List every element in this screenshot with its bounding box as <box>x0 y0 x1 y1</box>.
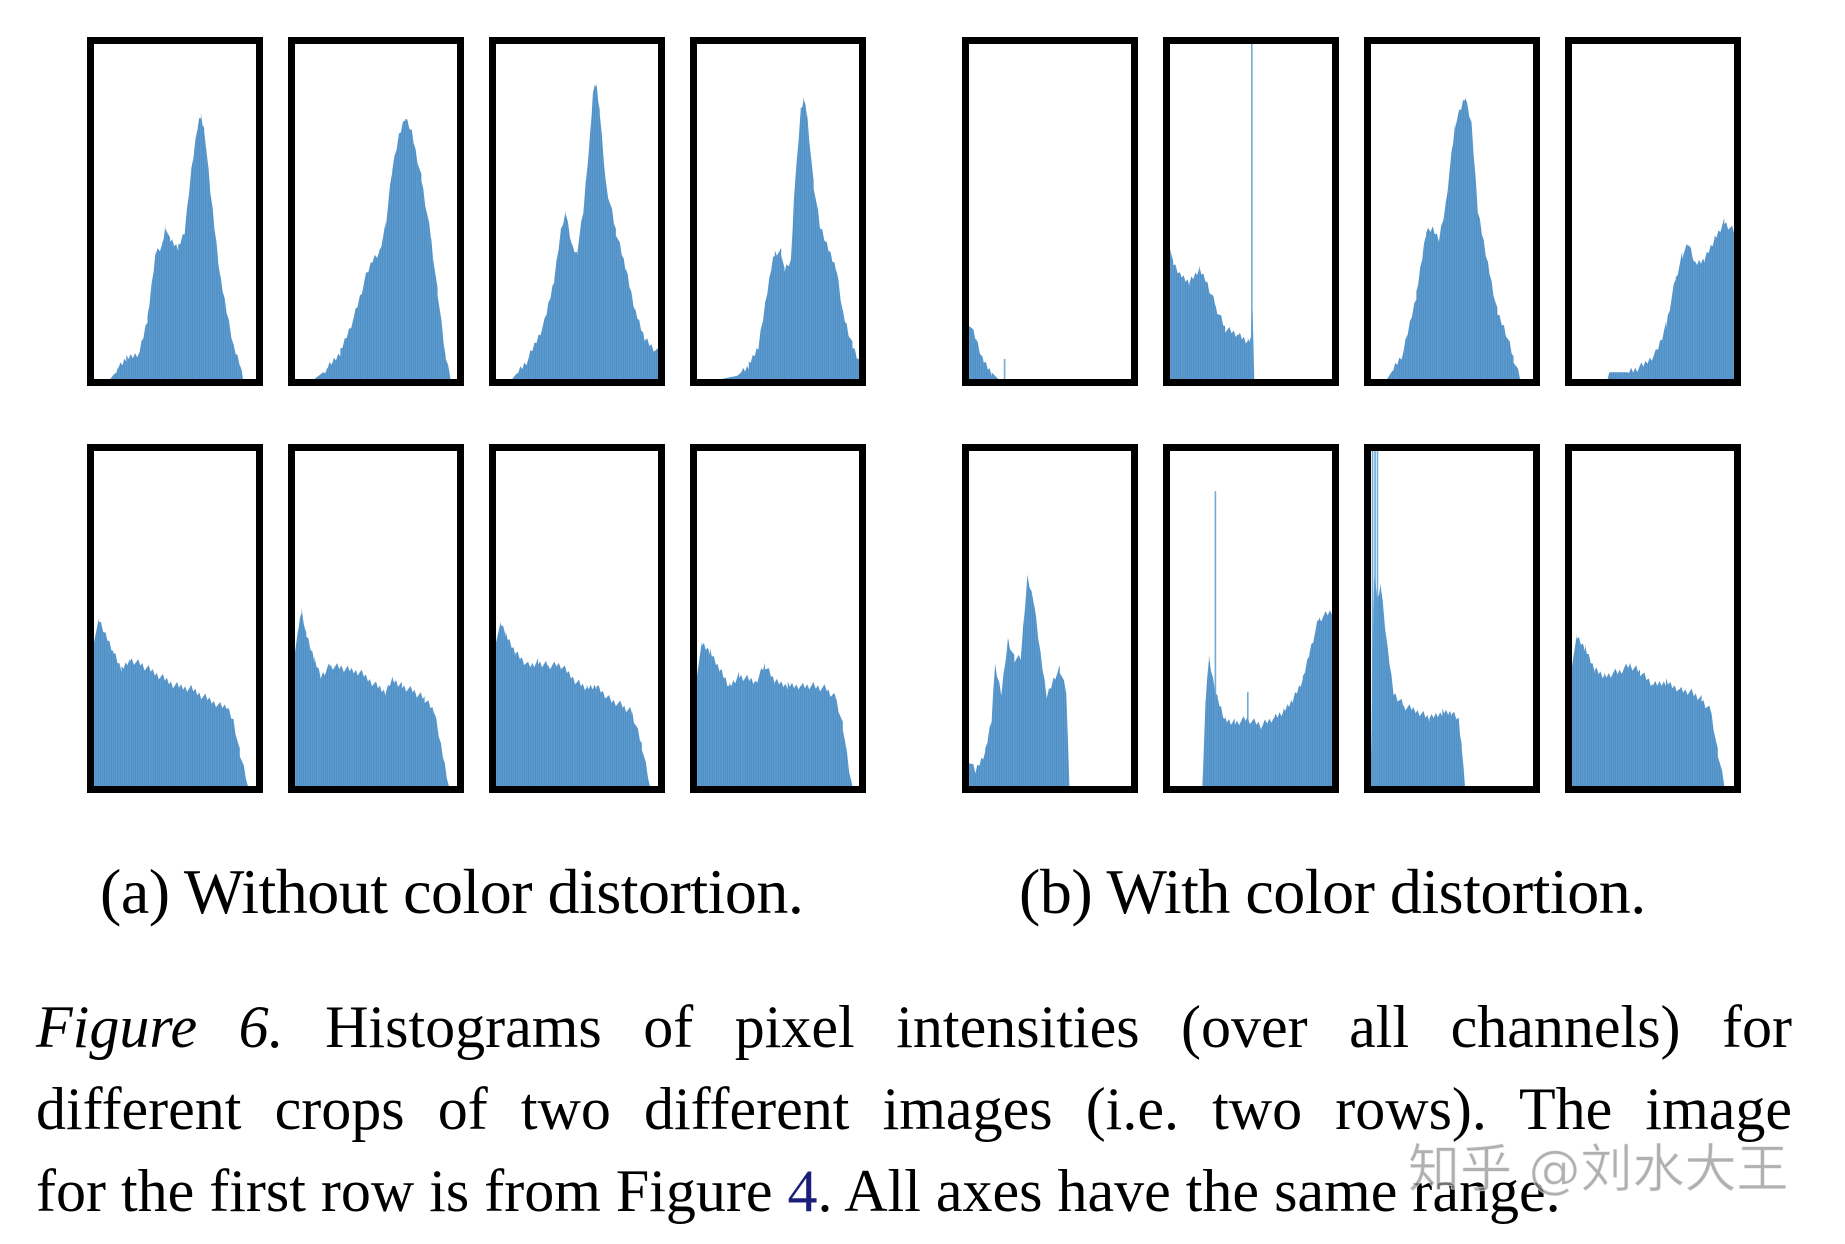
histogram-panel-b-r1c1 <box>962 37 1138 386</box>
histogram-bars <box>1170 249 1255 379</box>
histogram-spike <box>1374 451 1376 786</box>
histogram-bars <box>496 621 650 786</box>
histogram-panel-b-r2c3 <box>1364 444 1540 793</box>
histogram-panel-a-r2c1 <box>87 444 263 793</box>
histogram-spike <box>1376 451 1379 786</box>
caption-line-3: for the first row is from Figure 4. All … <box>36 1150 1792 1232</box>
histogram-panel-b-r2c1 <box>962 444 1138 793</box>
histogram-bars <box>94 617 248 786</box>
figure-reference-link[interactable]: 4 <box>787 1158 818 1224</box>
histogram-bars <box>721 96 859 379</box>
histogram-spike <box>1371 451 1374 786</box>
histogram-panel-a-r1c2 <box>288 37 464 386</box>
histogram-panel-a-r2c2 <box>288 444 464 793</box>
histogram-panel-a-r2c4 <box>690 444 866 793</box>
subcaption-a: (a) Without color distortion. <box>100 856 804 927</box>
histogram-spike <box>1214 491 1217 786</box>
histogram-panel-b-r1c4 <box>1565 37 1741 386</box>
histogram-spike <box>1251 44 1253 379</box>
histogram-spike <box>1003 358 1006 379</box>
histogram-panel-b-r1c2 <box>1163 37 1339 386</box>
histogram-panel-b-r1c3 <box>1364 37 1540 386</box>
caption-line-3-rest: . All axes have the same range. <box>817 1158 1561 1224</box>
histogram-panel-b-r2c4 <box>1565 444 1741 793</box>
histogram-bars <box>314 119 451 379</box>
caption-line-1-text: Histograms of pixel intensities (over al… <box>283 994 1793 1060</box>
caption-line-1: Figure 6. Histograms of pixel intensitie… <box>36 986 1792 1068</box>
histogram-bars <box>1607 217 1734 379</box>
caption-line-3-text: for the first row is from Figure <box>36 1158 788 1224</box>
histogram-bars <box>295 607 449 786</box>
histogram-panel-a-r1c1 <box>87 37 263 386</box>
histogram-spike <box>1247 692 1249 786</box>
histogram-bars <box>1202 610 1332 786</box>
histogram-bars <box>1572 634 1725 786</box>
histogram-panel-a-r2c3 <box>489 444 665 793</box>
histogram-panel-a-r1c3 <box>489 37 665 386</box>
histogram-bars <box>969 574 1070 786</box>
histogram-bars <box>1387 97 1520 379</box>
histogram-bars <box>969 326 1010 379</box>
histogram-panel-b-r2c2 <box>1163 444 1339 793</box>
histogram-panel-a-r1c4 <box>690 37 866 386</box>
figure-caption: Figure 6. Histograms of pixel intensitie… <box>36 986 1792 1232</box>
histogram-bars <box>1371 574 1465 786</box>
histogram-bars <box>110 113 243 379</box>
caption-line-2: different crops of two different images … <box>36 1076 1792 1142</box>
subcaption-b: (b) With color distortion. <box>1019 856 1646 927</box>
histogram-bars <box>512 81 658 379</box>
figure-label: Figure 6. <box>36 994 284 1060</box>
histogram-bars <box>697 641 853 786</box>
